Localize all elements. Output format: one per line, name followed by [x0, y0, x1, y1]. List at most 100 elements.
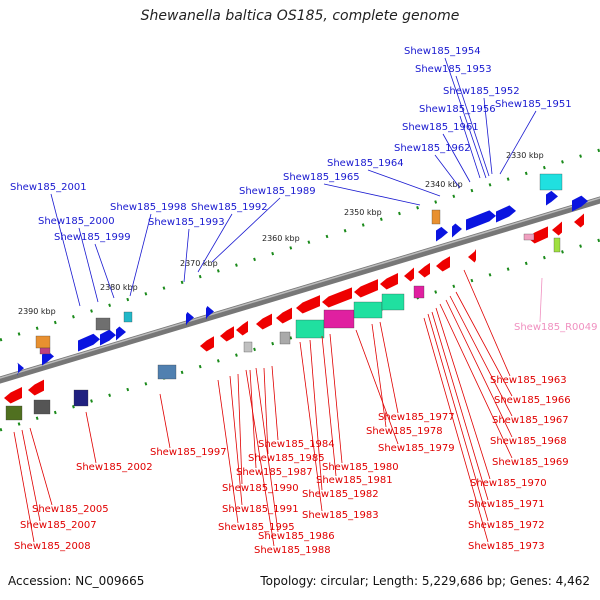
reverse-gene-label: Shew185_1983: [302, 510, 379, 521]
feature-block: [539, 173, 563, 191]
leader-line: [455, 291, 513, 397]
feature-block: [123, 311, 133, 323]
reverse-gene-label: Shew185_1966: [494, 395, 571, 406]
forward-gene-label: Shew185_1999: [54, 232, 131, 243]
forward-gene-label: Shew185_1956: [419, 104, 496, 115]
accession-text: Accession: NC_009665: [8, 574, 145, 588]
reverse-gene-label: Shew185_1973: [468, 541, 545, 552]
reverse-gene-arrow: [436, 256, 450, 272]
forward-gene-label: Shew185_1951: [495, 99, 572, 110]
ruler-labels: 2390 kbp 2380 kbp 2370 kbp 2360 kbp 2350…: [18, 151, 544, 316]
leader-line: [463, 269, 511, 377]
reverse-gene-label: Shew185_1985: [248, 453, 325, 464]
reverse-gene-label: Shew185_1978: [366, 426, 443, 437]
feature-block: [39, 347, 51, 355]
leader-line: [434, 154, 461, 189]
feature-block: [553, 237, 561, 253]
leader-line: [321, 335, 337, 477]
leader-line: [263, 367, 269, 455]
reverse-gene-label: Shew185_1969: [492, 457, 569, 468]
leader-line: [309, 339, 323, 491]
reverse-gene-arrow: [354, 279, 378, 298]
leader-line: [499, 110, 537, 175]
leader-line: [85, 411, 97, 464]
reverse-gene-label: Shew185_1981: [316, 475, 393, 486]
reverse-gene-label: Shew185_1995: [218, 522, 295, 533]
ruler-label: 2350 kbp: [344, 208, 382, 217]
leader-line: [129, 213, 152, 297]
reverse-gene-label: Shew185_1967: [492, 415, 569, 426]
forward-gene-arrow: [42, 350, 54, 366]
feature-block: [95, 317, 111, 331]
forward-gene-label: Shew185_2000: [38, 216, 115, 227]
forward-gene-arrow: [116, 326, 126, 341]
reverse-gene-label: Shew185_1997: [150, 447, 227, 458]
leader-line: [229, 375, 243, 506]
forward-gene-label: Shew185_1953: [415, 64, 492, 75]
forward-gene-arrow: [206, 306, 214, 320]
forward-gene-arrow: [78, 333, 100, 352]
leader-line: [483, 97, 493, 175]
leader-line: [355, 329, 399, 445]
forward-gene-label: Shew185_1964: [327, 158, 404, 169]
leader-line: [423, 317, 489, 543]
map-title: Shewanella baltica OS185, complete genom…: [140, 8, 460, 24]
leader-line: [255, 367, 279, 533]
label-leaders: [13, 57, 543, 547]
forward-gene-label: Shew185_1965: [283, 172, 360, 183]
leader-line: [183, 228, 190, 283]
leader-line: [237, 373, 243, 485]
reverse-gene-arrow: [236, 320, 248, 336]
reverse-gene-arrow: [200, 336, 214, 352]
reverse-gene-label: Shew185_2008: [14, 541, 91, 552]
leader-line: [78, 227, 99, 303]
forward-gene-arrow: [546, 190, 558, 206]
reverse-gene-arrow: [418, 262, 430, 278]
leader-line: [442, 133, 471, 183]
reverse-gene-arrow: [276, 307, 292, 324]
feature-block: [413, 285, 425, 299]
reverse-gene-label: Shew185_1986: [258, 531, 335, 542]
leader-line: [427, 313, 489, 522]
feature-block: [243, 341, 253, 353]
gene-labels: Shew185_1954 Shew185_1953 Shew185_1952 Shew…: [10, 46, 598, 556]
reverse-gene-label: Shew185_1991: [222, 504, 299, 515]
reverse-gene-label: Shew185_2005: [32, 504, 109, 515]
reverse-gene-label: Shew185_1972: [468, 520, 545, 531]
leader-line: [159, 393, 171, 449]
leader-line: [21, 429, 41, 522]
forward-gene-label: Shew185_1954: [404, 46, 481, 57]
gene-features: [4, 173, 588, 421]
leader-line: [459, 115, 481, 179]
forward-gene-label: Shew185_1998: [110, 202, 187, 213]
reverse-gene-arrow: [574, 213, 584, 228]
reverse-gene-label: Shew185_1987: [236, 467, 313, 478]
reverse-gene-label: Shew185_1977: [378, 412, 455, 423]
rna-gene-label: Shew185_R0049: [514, 322, 598, 333]
reverse-gene-label: Shew185_1990: [222, 483, 299, 494]
feature-block: [33, 399, 51, 415]
forward-gene-arrow: [17, 362, 24, 376]
leader-line: [217, 379, 239, 524]
forward-gene-arrow: [452, 223, 462, 238]
feature-block: [157, 364, 177, 380]
leader-line: [367, 169, 441, 197]
feature-block: [279, 331, 291, 345]
feature-block: [295, 319, 325, 339]
reverse-gene-arrow: [4, 387, 22, 404]
ruler-label: 2370 kbp: [180, 259, 218, 268]
reverse-gene-label: Shew185_1980: [322, 462, 399, 473]
feature-block: [5, 405, 23, 421]
leader-line: [323, 183, 421, 206]
reverse-gene-label: Shew185_1968: [490, 436, 567, 447]
reverse-gene-arrow: [404, 267, 414, 282]
leader-line: [449, 295, 513, 417]
leader-line: [455, 75, 490, 177]
leader-line: [197, 213, 233, 273]
forward-gene-label: Shew185_1962: [394, 143, 471, 154]
leader-line: [445, 299, 513, 438]
leader-line: [371, 323, 387, 428]
reverse-gene-label: Shew185_1984: [258, 439, 335, 450]
feature-block: [523, 233, 535, 241]
